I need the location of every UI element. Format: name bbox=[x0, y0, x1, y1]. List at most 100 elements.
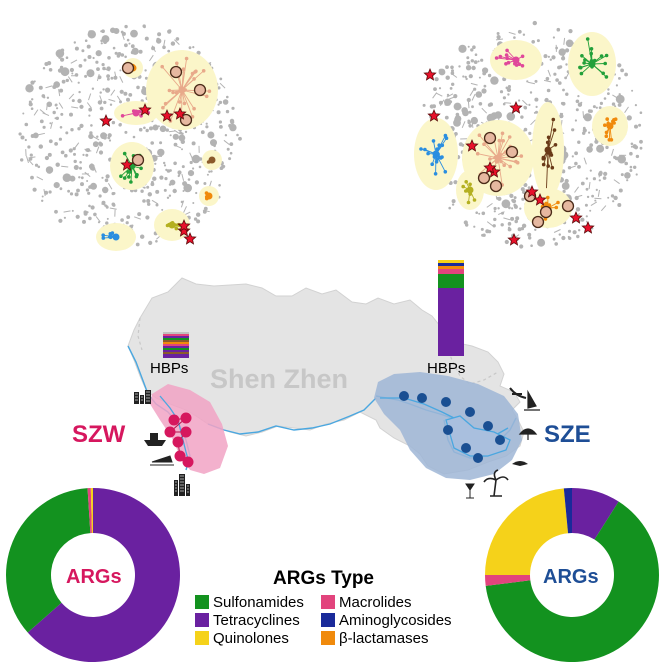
network-node bbox=[200, 130, 205, 135]
network-node bbox=[493, 210, 496, 213]
hbp-segment bbox=[163, 338, 189, 340]
args-donut-east bbox=[485, 487, 660, 662]
network-node bbox=[168, 194, 172, 197]
network-node bbox=[448, 206, 452, 210]
star-marker bbox=[569, 210, 583, 224]
network-node bbox=[617, 154, 626, 164]
legend-item-aminoglycosides: Aminoglycosides bbox=[321, 612, 452, 629]
cluster-node bbox=[583, 58, 587, 62]
network-node bbox=[557, 65, 561, 70]
network-node bbox=[630, 142, 634, 146]
cluster-node bbox=[501, 139, 506, 143]
network-node bbox=[559, 113, 564, 119]
network-edge bbox=[504, 102, 512, 104]
network-edge bbox=[553, 229, 561, 233]
network-edge bbox=[42, 112, 50, 117]
network-node bbox=[638, 123, 642, 127]
network-node bbox=[157, 125, 160, 128]
network-node bbox=[226, 147, 230, 151]
cluster-node bbox=[603, 61, 607, 66]
sampling-site bbox=[180, 412, 192, 424]
network-node bbox=[152, 124, 159, 131]
network-node bbox=[29, 153, 33, 157]
network-node bbox=[120, 53, 125, 57]
network-node bbox=[69, 112, 73, 117]
network-node bbox=[31, 98, 34, 101]
donut-slice bbox=[485, 488, 569, 575]
network-node bbox=[567, 195, 571, 199]
network-node bbox=[47, 152, 52, 157]
network-node bbox=[144, 76, 148, 80]
network-node bbox=[98, 194, 102, 198]
network-edge bbox=[119, 76, 124, 83]
star-marker bbox=[177, 223, 191, 237]
network-node bbox=[205, 125, 209, 129]
cluster-node bbox=[508, 164, 512, 169]
network-node bbox=[529, 91, 533, 94]
legend-title: ARGs Type bbox=[273, 568, 375, 589]
cluster-edge bbox=[181, 89, 193, 117]
cluster-node bbox=[192, 106, 196, 111]
network-node bbox=[552, 36, 556, 39]
network-node bbox=[482, 67, 489, 74]
network-edge bbox=[43, 189, 46, 197]
network-node bbox=[470, 116, 478, 125]
umbrella-icon bbox=[518, 428, 538, 440]
cluster-hub bbox=[178, 86, 186, 94]
network-edge bbox=[486, 221, 494, 227]
network-node bbox=[493, 217, 497, 222]
network-node bbox=[140, 189, 144, 193]
network-node bbox=[598, 179, 601, 182]
network-node bbox=[120, 218, 124, 222]
network-node bbox=[229, 142, 234, 147]
network-node bbox=[465, 77, 468, 81]
legend-item-sulfonamides: Sulfonamides bbox=[195, 594, 304, 611]
ship-icon bbox=[144, 440, 166, 446]
network-node bbox=[575, 99, 580, 104]
network-node bbox=[543, 54, 548, 59]
cluster-node bbox=[488, 157, 492, 161]
donut-slice bbox=[90, 488, 93, 534]
network-node bbox=[438, 87, 442, 90]
network-node bbox=[504, 239, 509, 245]
network-node bbox=[177, 174, 180, 178]
network-node bbox=[61, 79, 66, 84]
sampling-site bbox=[399, 391, 409, 401]
network-node bbox=[561, 56, 566, 61]
network-node bbox=[509, 193, 514, 198]
network-node bbox=[132, 135, 136, 139]
network-node bbox=[607, 196, 610, 199]
network-node bbox=[85, 153, 89, 157]
network-edge bbox=[33, 109, 39, 116]
cluster-node bbox=[468, 182, 472, 187]
legend-item-quinolones: Quinolones bbox=[195, 630, 289, 647]
east-region-label: SZE bbox=[544, 421, 591, 448]
hbp-segment bbox=[163, 336, 189, 338]
network-node bbox=[208, 170, 211, 173]
cluster-node bbox=[426, 151, 430, 156]
network-node bbox=[32, 132, 39, 139]
network-node bbox=[86, 211, 89, 214]
network-edge bbox=[58, 102, 64, 109]
hbp-bar-west bbox=[163, 332, 189, 358]
cluster-node bbox=[443, 170, 448, 174]
cluster-node bbox=[500, 131, 505, 136]
network-node bbox=[556, 27, 561, 32]
legend-swatch bbox=[195, 595, 209, 609]
network-node bbox=[475, 91, 483, 98]
network-node bbox=[168, 29, 172, 33]
network-node bbox=[496, 32, 500, 35]
sampling-site bbox=[174, 450, 186, 462]
network-node bbox=[494, 111, 503, 119]
network-node bbox=[626, 179, 629, 182]
network-node bbox=[30, 107, 34, 110]
network-node bbox=[565, 63, 568, 66]
network-edge bbox=[151, 199, 159, 205]
hbp-node bbox=[489, 179, 503, 193]
network-node bbox=[109, 103, 113, 106]
building-icon bbox=[186, 484, 190, 496]
network-node bbox=[474, 53, 478, 56]
network-edge bbox=[613, 179, 620, 185]
network-node bbox=[629, 169, 633, 172]
network-node bbox=[513, 36, 516, 39]
